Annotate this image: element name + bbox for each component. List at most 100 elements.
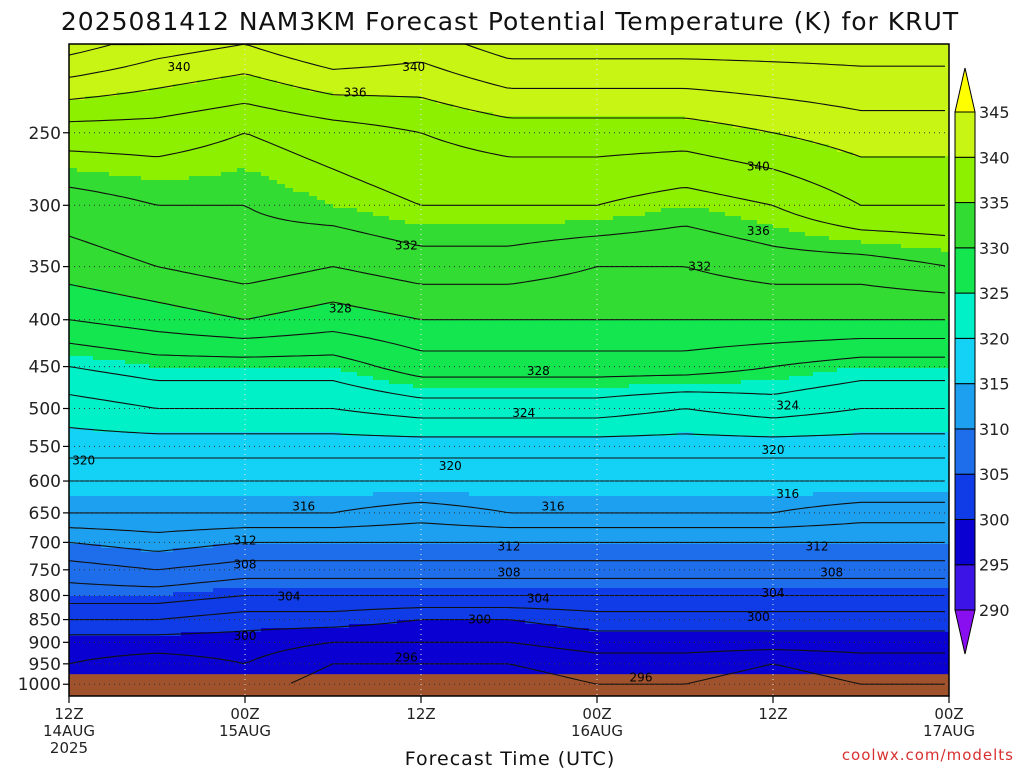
- field-cell: [365, 496, 374, 545]
- field-cell: [829, 588, 838, 633]
- field-cell: [101, 96, 110, 173]
- field-cell: [381, 544, 390, 589]
- field-cell: [309, 92, 318, 197]
- field-cell: [397, 436, 406, 493]
- field-cell: [277, 628, 286, 696]
- field-cell: [261, 432, 270, 497]
- field-cell: [605, 388, 614, 437]
- field-cell: [765, 132, 774, 225]
- contour-label: 328: [527, 364, 550, 378]
- field-cell: [677, 116, 686, 209]
- field-cell: [909, 544, 918, 589]
- field-cell: [637, 544, 646, 589]
- field-cell: [549, 436, 558, 497]
- field-cell: [693, 120, 702, 209]
- field-cell: [941, 492, 949, 545]
- field-cell: [901, 248, 910, 321]
- field-cell: [293, 192, 302, 309]
- field-cell: [925, 156, 934, 249]
- field-cell: [261, 368, 270, 433]
- field-cell: [189, 548, 198, 593]
- colorbar-segment: [954, 337, 976, 385]
- field-cell: [741, 220, 750, 321]
- colorbar-label: 315: [979, 375, 1010, 394]
- field-cell: [333, 304, 342, 369]
- field-cell: [421, 588, 430, 621]
- field-cell: [861, 432, 870, 493]
- field-cell: [797, 588, 806, 633]
- field-cell: [285, 312, 294, 369]
- field-cell: [413, 492, 422, 545]
- field-cell: [581, 388, 590, 437]
- field-cell: [205, 312, 214, 369]
- field-cell: [381, 312, 390, 381]
- field-cell: [837, 492, 846, 545]
- x-tick-label: 12Z: [54, 705, 83, 723]
- y-tick-label: 800: [29, 586, 61, 606]
- field-cell: [445, 44, 454, 105]
- field-cell: [621, 632, 630, 696]
- field-cell: [517, 116, 526, 225]
- field-cell: [445, 224, 454, 321]
- field-cell: [109, 496, 118, 549]
- field-cell: [197, 592, 206, 633]
- field-cell: [933, 156, 942, 249]
- x-tick-label: 12Z: [758, 705, 787, 723]
- field-cell: [237, 44, 246, 77]
- field-cell: [597, 44, 606, 117]
- colorbar-label: 290: [979, 601, 1010, 620]
- field-cell: [845, 544, 854, 589]
- field-cell: [157, 636, 166, 696]
- y-tick-label: 350: [29, 258, 61, 278]
- field-cell: [597, 588, 606, 633]
- field-cell: [813, 436, 822, 493]
- field-cell: [629, 436, 638, 497]
- field-cell: [165, 552, 174, 597]
- field-cell: [381, 44, 390, 97]
- field-cell: [365, 436, 374, 497]
- field-cell: [877, 368, 886, 433]
- field-cell: [645, 544, 654, 589]
- field-cell: [541, 436, 550, 497]
- field-cell: [765, 44, 774, 133]
- field-cell: [389, 588, 398, 625]
- field-cell: [357, 212, 366, 309]
- field-cell: [165, 368, 174, 433]
- field-cell: [101, 44, 110, 97]
- field-cell: [365, 624, 374, 696]
- field-cell: [941, 368, 949, 433]
- field-cell: [717, 632, 726, 696]
- field-cell: [493, 588, 502, 621]
- isotherm-324: [69, 366, 945, 399]
- field-cell: [157, 432, 166, 497]
- field-cell: [717, 496, 726, 545]
- field-cell: [853, 632, 862, 696]
- field-cell: [485, 620, 494, 696]
- field-cell: [693, 320, 702, 385]
- field-cell: [213, 80, 222, 177]
- field-cell: [157, 552, 166, 597]
- field-cell: [277, 184, 286, 313]
- field-cell: [701, 384, 710, 437]
- field-cell: [197, 496, 206, 549]
- field-cell: [797, 376, 806, 437]
- field-cell: [701, 208, 710, 321]
- colorbar-top-arrow: [954, 67, 976, 113]
- field-cell: [413, 96, 422, 225]
- ground-fill: [69, 674, 949, 696]
- field-cell: [709, 320, 718, 385]
- field-cell: [605, 544, 614, 589]
- field-cell: [933, 44, 942, 157]
- field-cell: [917, 632, 926, 696]
- field-cell: [141, 300, 150, 365]
- field-cell: [429, 588, 438, 621]
- field-cell: [869, 244, 878, 321]
- field-cell: [901, 588, 910, 633]
- field-cell: [141, 552, 150, 597]
- field-cell: [69, 44, 78, 101]
- field-cell: [829, 240, 838, 321]
- field-cell: [197, 312, 206, 369]
- field-cell: [213, 176, 222, 317]
- y-tick-label: 950: [29, 655, 61, 675]
- field-cell: [693, 544, 702, 589]
